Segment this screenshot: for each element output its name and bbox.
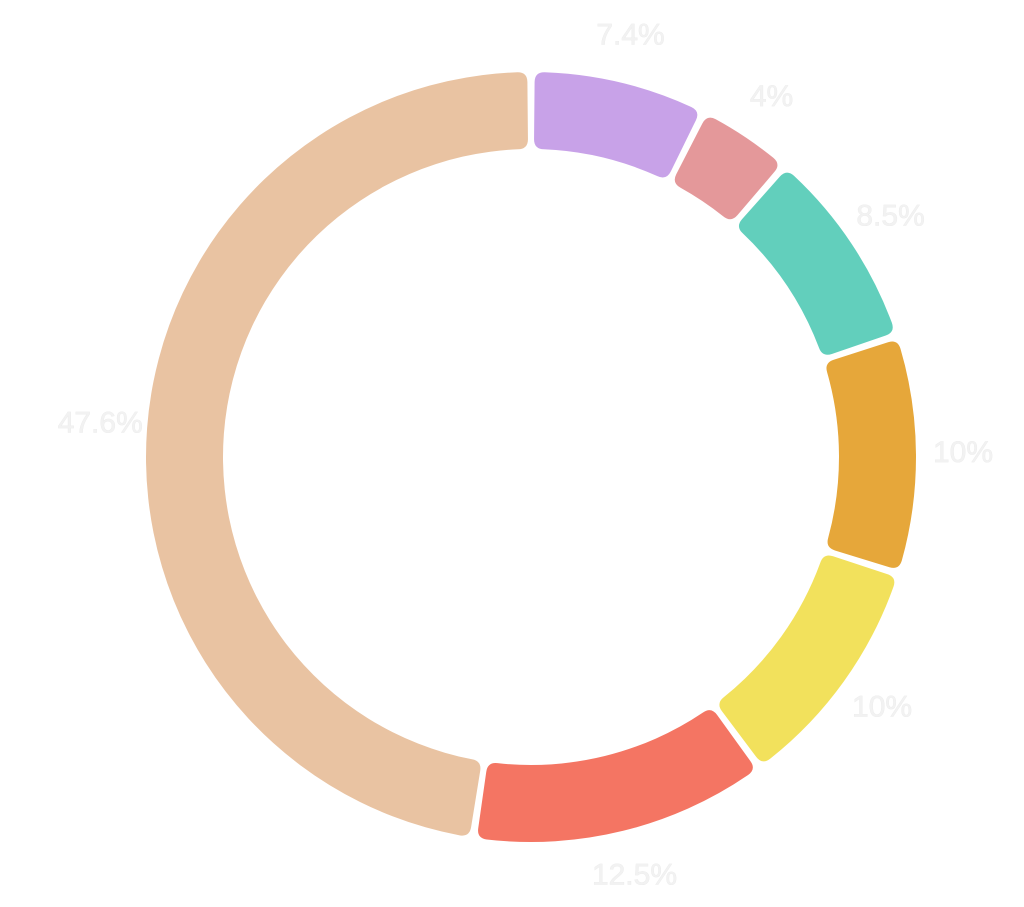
- donut-slice-3: [738, 172, 893, 355]
- donut-slice-2: [674, 117, 778, 220]
- donut-slice-4: [826, 341, 916, 568]
- donut-slice-7: [146, 72, 528, 836]
- slice-label-1: 7.4%: [596, 19, 664, 52]
- donut-slice-1: [534, 72, 698, 178]
- slice-label-3: 8.5%: [856, 199, 924, 232]
- slice-label-2: 4%: [750, 80, 793, 113]
- slice-label-4: 10%: [933, 436, 993, 469]
- donut-slice-5: [719, 555, 895, 762]
- labels-layer: 7.4% 4% 8.5% 10% 10% 12.5% 47.6%: [57, 18, 993, 891]
- slice-label-7: 47.6%: [58, 406, 143, 439]
- slice-label-6: 12.5%: [592, 858, 677, 891]
- slice-label-5: 10%: [852, 691, 912, 724]
- donut-slice-6: [478, 710, 753, 843]
- slices-layer: [146, 72, 916, 843]
